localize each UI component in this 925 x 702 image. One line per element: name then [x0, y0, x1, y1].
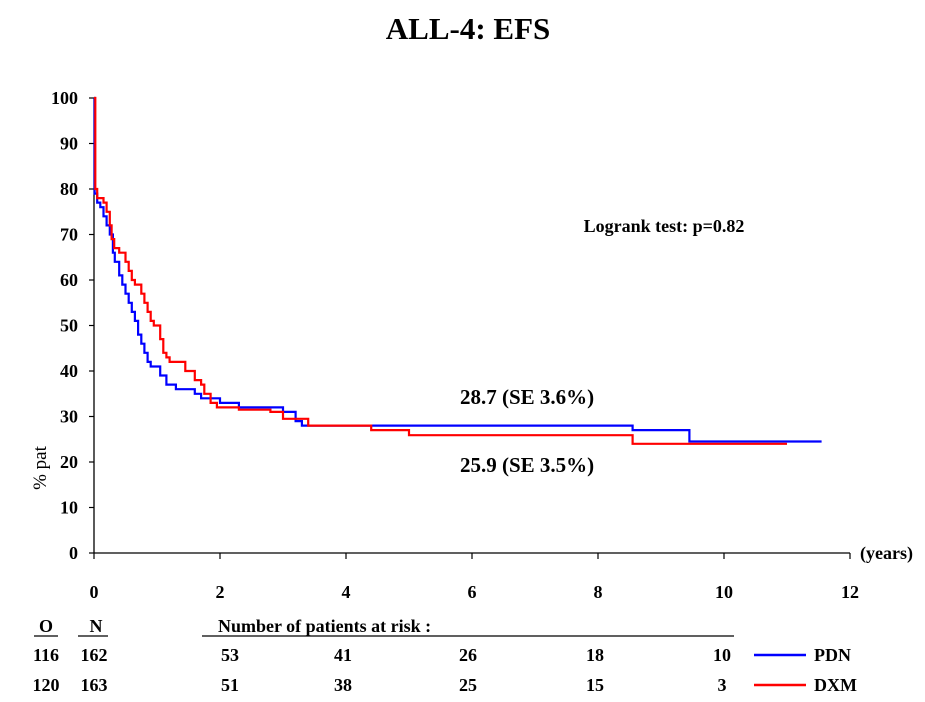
y-tick-label: 90 [60, 134, 78, 154]
risk-row-value: 18 [586, 645, 604, 665]
series-pdn-curve [93, 96, 822, 443]
x-tick-label: 8 [594, 582, 603, 602]
y-tick-label: 80 [60, 179, 78, 199]
x-axis-label: (years) [860, 543, 913, 564]
y-tick-label: 100 [51, 88, 78, 108]
logrank-annotation: Logrank test: p=0.82 [584, 216, 745, 236]
chart-title: ALL-4: EFS [386, 11, 551, 46]
dxm-estimate-label: 25.9 (SE 3.5%) [460, 453, 594, 477]
pdn-estimate-label: 28.7 (SE 3.6%) [460, 385, 594, 409]
x-ticks: 0 2 4 6 8 10 12 [90, 553, 859, 602]
x-tick-label: 6 [468, 582, 477, 602]
risk-row-value: 53 [221, 645, 239, 665]
y-tick-label: 70 [60, 225, 78, 245]
y-tick-label: 20 [60, 452, 78, 472]
risk-row-value: 15 [586, 675, 604, 695]
risk-row-value: 38 [334, 675, 352, 695]
series-dxm-curve [94, 96, 787, 445]
legend-label-pdn: PDN [814, 645, 851, 665]
y-tick-label: 10 [60, 498, 78, 518]
y-ticks: 0 10 20 30 40 50 60 70 80 90 100 [51, 88, 94, 563]
survival-curves [93, 96, 822, 445]
risk-row-o: 120 [33, 675, 60, 695]
risk-row-n: 162 [81, 645, 108, 665]
risk-table: O N Number of patients at risk : 116 162 5… [33, 616, 858, 695]
risk-row-o: 116 [33, 645, 59, 665]
x-tick-label: 12 [841, 582, 859, 602]
y-tick-label: 40 [60, 361, 78, 381]
x-tick-label: 4 [342, 582, 351, 602]
risk-col-o: O [39, 616, 53, 636]
risk-row-value: 10 [713, 645, 731, 665]
risk-row-value: 41 [334, 645, 352, 665]
y-tick-label: 50 [60, 316, 78, 336]
risk-rows: 116 162 53 41 26 18 10 PDN 120 163 51 38 25 15 3 DXM [33, 645, 858, 695]
y-tick-label: 30 [60, 407, 78, 427]
risk-row-value: 51 [221, 675, 239, 695]
x-tick-label: 10 [715, 582, 733, 602]
axes [93, 98, 850, 554]
risk-table-header: Number of patients at risk : [218, 616, 431, 636]
y-tick-label: 60 [60, 270, 78, 290]
risk-row-value: 25 [459, 675, 477, 695]
y-tick-label: 0 [69, 543, 78, 563]
risk-col-n: N [90, 616, 103, 636]
legend-label-dxm: DXM [814, 675, 857, 695]
risk-row-value: 3 [718, 675, 727, 695]
risk-row-n: 163 [81, 675, 108, 695]
x-tick-label: 0 [90, 582, 99, 602]
x-tick-label: 2 [216, 582, 225, 602]
risk-row-value: 26 [459, 645, 477, 665]
y-axis-label: % pat [30, 445, 51, 490]
